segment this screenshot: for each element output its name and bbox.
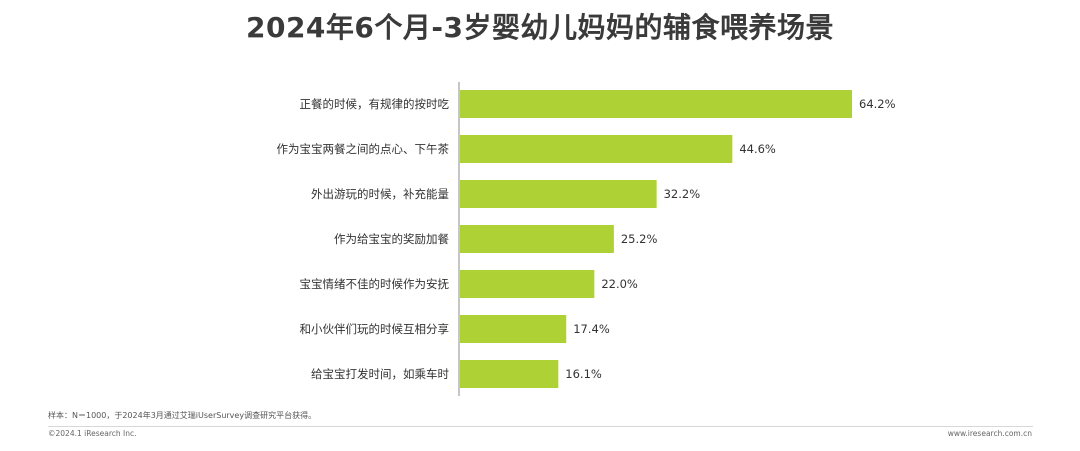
bar — [460, 270, 595, 298]
value-label: 44.6% — [739, 142, 776, 156]
value-label: 22.0% — [601, 277, 638, 291]
website-text: www.iresearch.com.cn — [947, 429, 1032, 438]
value-label: 32.2% — [664, 187, 701, 201]
bar — [460, 360, 559, 388]
category-label: 给宝宝打发时间，如乘车时 — [311, 367, 449, 381]
category-label: 作为给宝宝的奖励加餐 — [334, 232, 449, 246]
bar — [460, 225, 614, 253]
copyright-text: ©2024.1 iResearch Inc. — [48, 429, 137, 438]
bar — [460, 90, 852, 118]
bar — [460, 315, 567, 343]
category-label: 宝宝情绪不佳的时候作为安抚 — [300, 277, 450, 291]
category-label: 外出游玩的时候，补充能量 — [311, 187, 449, 201]
category-label: 作为宝宝两餐之间的点心、下午茶 — [277, 142, 450, 156]
category-label: 和小伙伴们玩的时候互相分享 — [300, 322, 450, 336]
value-label: 64.2% — [859, 97, 896, 111]
value-label: 17.4% — [573, 322, 610, 336]
sample-note: 样本：N＝1000，于2024年3月通过艾瑞iUserSurvey调查研究平台获… — [48, 411, 317, 420]
bar — [460, 135, 733, 163]
bar — [460, 180, 657, 208]
value-label: 25.2% — [621, 232, 658, 246]
footer-divider — [48, 426, 1033, 427]
value-label: 16.1% — [565, 367, 602, 381]
category-label: 正餐的时候，有规律的按时吃 — [300, 97, 450, 111]
chart-title: 2024年6个月-3岁婴幼儿妈妈的辅食喂养场景 — [245, 11, 835, 44]
